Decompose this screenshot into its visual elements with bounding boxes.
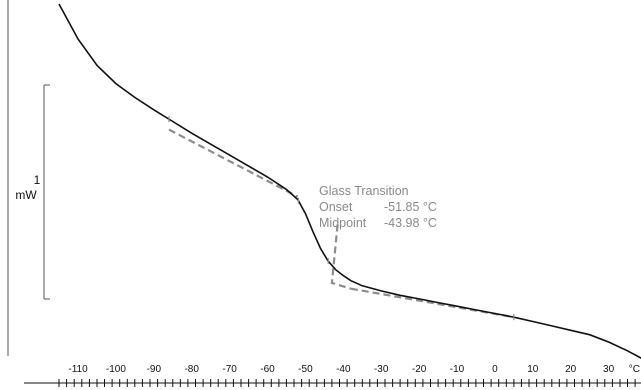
annotation-midpoint-label: Midpoint	[319, 216, 367, 230]
x-tick-label: 0	[492, 364, 498, 375]
tangent-line-2	[330, 224, 352, 290]
glass-transition-annotation: Glass Transition Onset -51.85 °C Midpoin…	[319, 184, 437, 230]
x-tick-label: -90	[147, 364, 162, 375]
x-tick-label: -100	[106, 364, 126, 375]
x-tick-label: 10	[527, 364, 539, 375]
annotation-title: Glass Transition	[319, 184, 409, 198]
x-tick-label: -50	[298, 364, 313, 375]
annotation-midpoint-value: -43.98 °C	[384, 216, 437, 230]
x-axis-unit-label: °C	[629, 364, 640, 375]
annotation-onset-value: -51.85 °C	[384, 200, 437, 214]
x-tick-label: -20	[412, 364, 427, 375]
x-tick-label: -110	[68, 364, 88, 375]
scale-bar-unit: mW	[15, 188, 37, 202]
tangent-line-1	[168, 128, 299, 198]
x-tick-label: 30	[603, 364, 615, 375]
x-tick-label: -70	[222, 364, 237, 375]
x-axis-ticks	[58, 379, 636, 387]
transition-marks	[168, 116, 515, 321]
x-tick-label: -10	[450, 364, 465, 375]
annotation-onset-label: Onset	[319, 200, 353, 214]
x-tick-label: -40	[336, 364, 351, 375]
x-tick-label: -80	[184, 364, 199, 375]
x-tick-label: 20	[565, 364, 577, 375]
x-axis-tick-labels: -110 -100 -90 -80 -70 -60 -50 -40 -30 -20 -10 0 10 20…	[68, 364, 641, 375]
x-tick-label: -30	[374, 364, 389, 375]
scale-bar: 1 mW	[15, 84, 50, 300]
dsc-curve	[58, 3, 641, 359]
x-tick-label: -60	[260, 364, 275, 375]
scale-bar-value: 1	[34, 173, 41, 187]
